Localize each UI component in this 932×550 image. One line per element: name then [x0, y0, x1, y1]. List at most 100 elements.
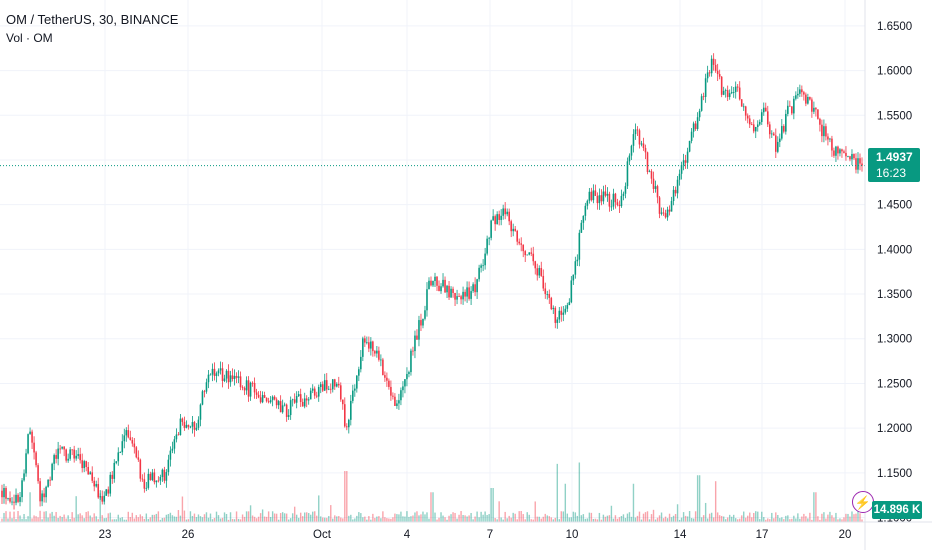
volume-bar — [320, 516, 322, 522]
candle-body — [446, 285, 448, 293]
volume-bar — [306, 512, 308, 522]
candle-body — [676, 179, 679, 194]
candle-body — [301, 401, 304, 407]
candle-body — [85, 461, 87, 467]
volume-bar — [295, 514, 298, 522]
candle-body — [710, 58, 713, 74]
volume-bar — [632, 483, 635, 522]
volume-bar — [464, 515, 466, 522]
candle-body — [777, 141, 779, 152]
candle-body — [722, 90, 725, 95]
volume-bar — [562, 511, 565, 522]
volume-bar — [622, 514, 625, 522]
candle-body — [522, 244, 525, 252]
volume-bar — [59, 515, 61, 522]
candle-body — [825, 126, 827, 137]
volume-bar — [743, 511, 745, 522]
candle-body — [289, 400, 292, 416]
candle-body — [283, 404, 286, 406]
candle-body — [783, 126, 785, 132]
price-tick-label: 1.2500 — [877, 378, 912, 390]
candle-body — [327, 388, 330, 390]
candle-body — [532, 253, 535, 262]
volume-bar — [779, 518, 781, 522]
candle-body — [346, 426, 348, 428]
candle-body — [313, 388, 316, 396]
volume-bar — [550, 517, 552, 522]
volume-bar — [718, 515, 721, 522]
volume-bar — [195, 517, 198, 522]
candle-body — [552, 307, 555, 310]
volume-bar — [490, 488, 492, 522]
candle-body — [432, 281, 434, 286]
candle-body — [151, 472, 154, 480]
candle-body — [746, 115, 749, 119]
volume-bar — [275, 513, 278, 522]
volume-bar — [165, 514, 168, 522]
candle-body — [849, 156, 851, 160]
price-axis[interactable]: 1.65001.60001.55001.50001.45001.40001.35… — [864, 0, 912, 550]
volume-bar — [175, 516, 178, 522]
candle-body — [358, 369, 360, 376]
candle-body — [137, 457, 140, 460]
candle-body — [237, 376, 240, 378]
volume-bar — [384, 517, 386, 522]
volume-bar — [109, 512, 111, 522]
volume-bar — [350, 514, 352, 522]
volume-bar — [716, 512, 719, 522]
volume-bar — [658, 515, 661, 522]
volume-bar — [127, 511, 129, 522]
volume-bar — [189, 511, 192, 522]
volume-indicator-label[interactable]: Vol · OM — [6, 31, 53, 45]
lightning-icon[interactable]: ⚡ — [852, 491, 874, 513]
candle-body — [656, 186, 659, 198]
volume-bar — [544, 513, 546, 522]
volume-bar — [151, 514, 154, 522]
volume-bar — [462, 515, 464, 522]
volume-bar — [269, 516, 272, 522]
volume-bar — [193, 513, 196, 522]
candle-body — [496, 214, 498, 225]
volume-bar — [247, 511, 250, 522]
candle-body — [744, 106, 747, 116]
volume-bar — [191, 515, 194, 522]
candle-body — [785, 113, 787, 132]
candle-body — [91, 472, 94, 481]
volume-bar — [49, 513, 51, 522]
volume-bar — [616, 518, 619, 522]
candle-body — [329, 388, 332, 390]
volume-bar — [572, 511, 575, 522]
candle-body — [153, 472, 156, 483]
candle-body — [801, 89, 803, 93]
volume-bar — [781, 517, 783, 522]
candle-body — [410, 350, 412, 373]
chart-legend: OM / TetherUS, 30, BINANCE Vol · OM — [6, 10, 178, 48]
volume-bar — [93, 513, 95, 522]
volume-bar — [297, 517, 300, 522]
candle-body — [556, 319, 559, 323]
candle-body — [39, 481, 41, 502]
volume-bar — [304, 512, 306, 522]
candle-body — [111, 474, 114, 479]
volume-bar — [773, 518, 775, 522]
volume-bar — [340, 517, 342, 522]
volume-bar — [512, 512, 514, 522]
volume-bar — [382, 511, 384, 522]
time-axis[interactable]: 23 26 Oct 4 7 10 14 17 20 — [0, 521, 932, 541]
volume-bar — [37, 517, 39, 522]
symbol-title[interactable]: OM / TetherUS, 30, BINANCE — [6, 12, 179, 27]
volume-bar — [291, 513, 294, 522]
candle-body — [97, 484, 100, 498]
candle-body — [572, 274, 575, 281]
volume-bar — [520, 511, 522, 522]
volume-bar — [73, 517, 75, 522]
volume-bar — [364, 516, 366, 522]
candle-body — [117, 452, 120, 462]
candle-body — [65, 449, 67, 461]
volume-bar — [324, 517, 326, 522]
candle-body — [486, 238, 488, 254]
bar-countdown: 16:23 — [876, 166, 907, 180]
volume-bar — [390, 518, 392, 522]
candle-body — [89, 472, 92, 475]
